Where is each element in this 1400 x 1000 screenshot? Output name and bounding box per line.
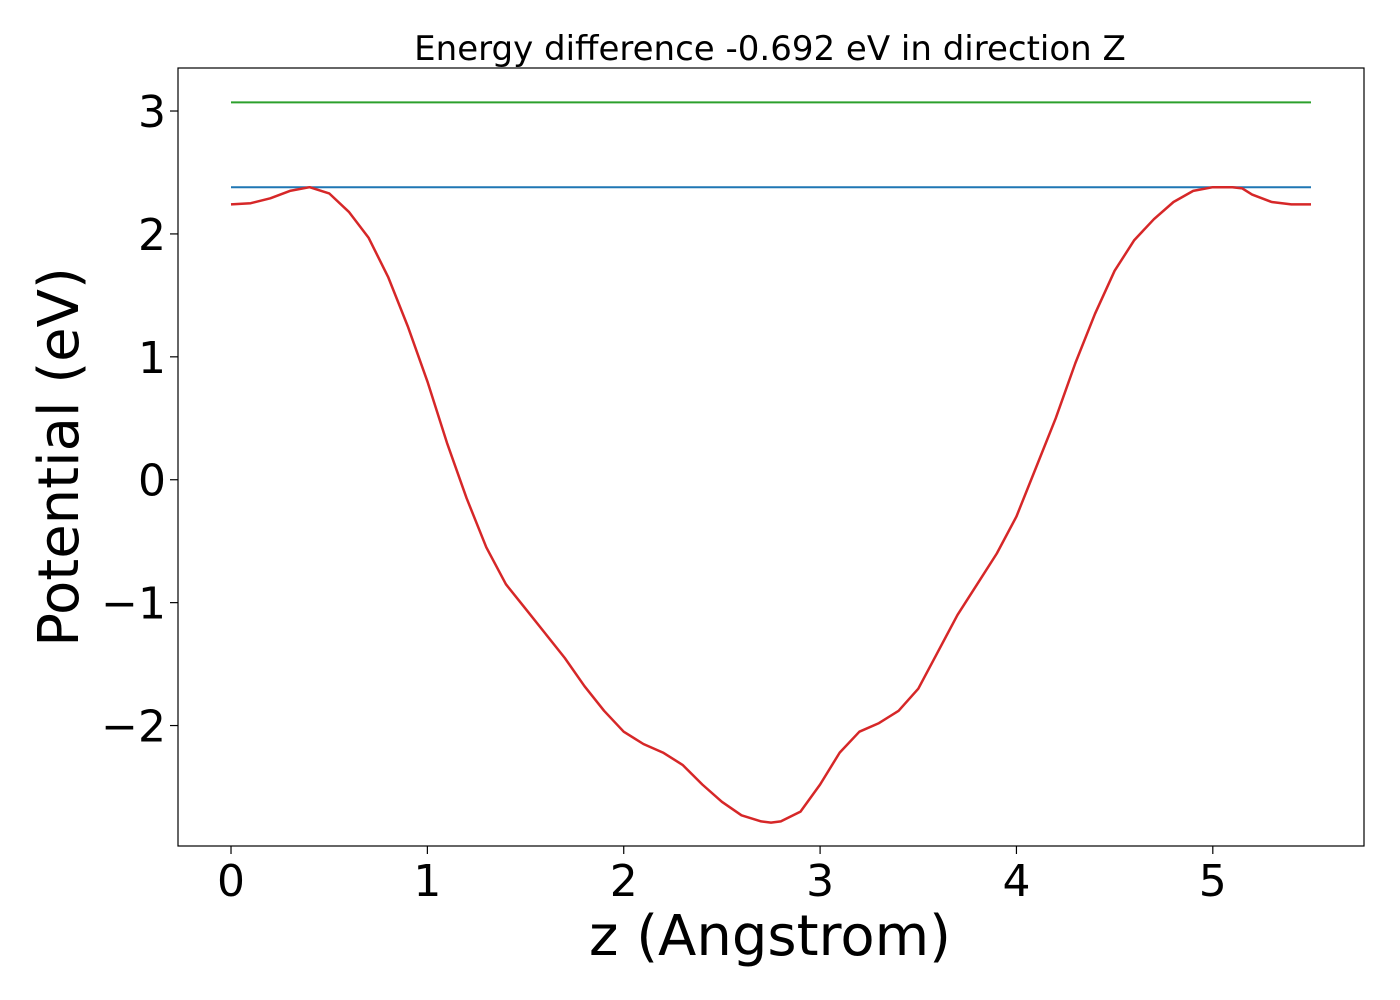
chart-title: Energy difference -0.692 eV in direction… xyxy=(414,29,1126,69)
y-axis-ticks: −2 −1 0 1 2 3 xyxy=(101,87,178,753)
series-layer xyxy=(230,101,1311,824)
y-tick-label: 1 xyxy=(138,333,166,384)
y-tick-label: −2 xyxy=(101,702,166,753)
y-tick-label: 2 xyxy=(138,210,166,261)
x-tick-label: 1 xyxy=(413,856,441,907)
x-axis-ticks: 0 1 2 3 4 5 xyxy=(217,846,1227,907)
x-axis-label: z (Angstrom) xyxy=(589,904,951,969)
y-axis-label: Potential (eV) xyxy=(27,267,92,647)
x-tick-label: 4 xyxy=(1002,856,1030,907)
series-line-0 xyxy=(230,185,1311,824)
x-tick-label: 2 xyxy=(610,856,638,907)
x-tick-label: 3 xyxy=(806,856,834,907)
y-tick-label: −1 xyxy=(101,579,166,630)
y-tick-label: 0 xyxy=(138,456,166,507)
y-tick-label: 3 xyxy=(138,87,166,138)
axes-frame xyxy=(177,67,1365,847)
x-tick-label: 0 xyxy=(217,856,245,907)
x-tick-label: 5 xyxy=(1199,856,1227,907)
